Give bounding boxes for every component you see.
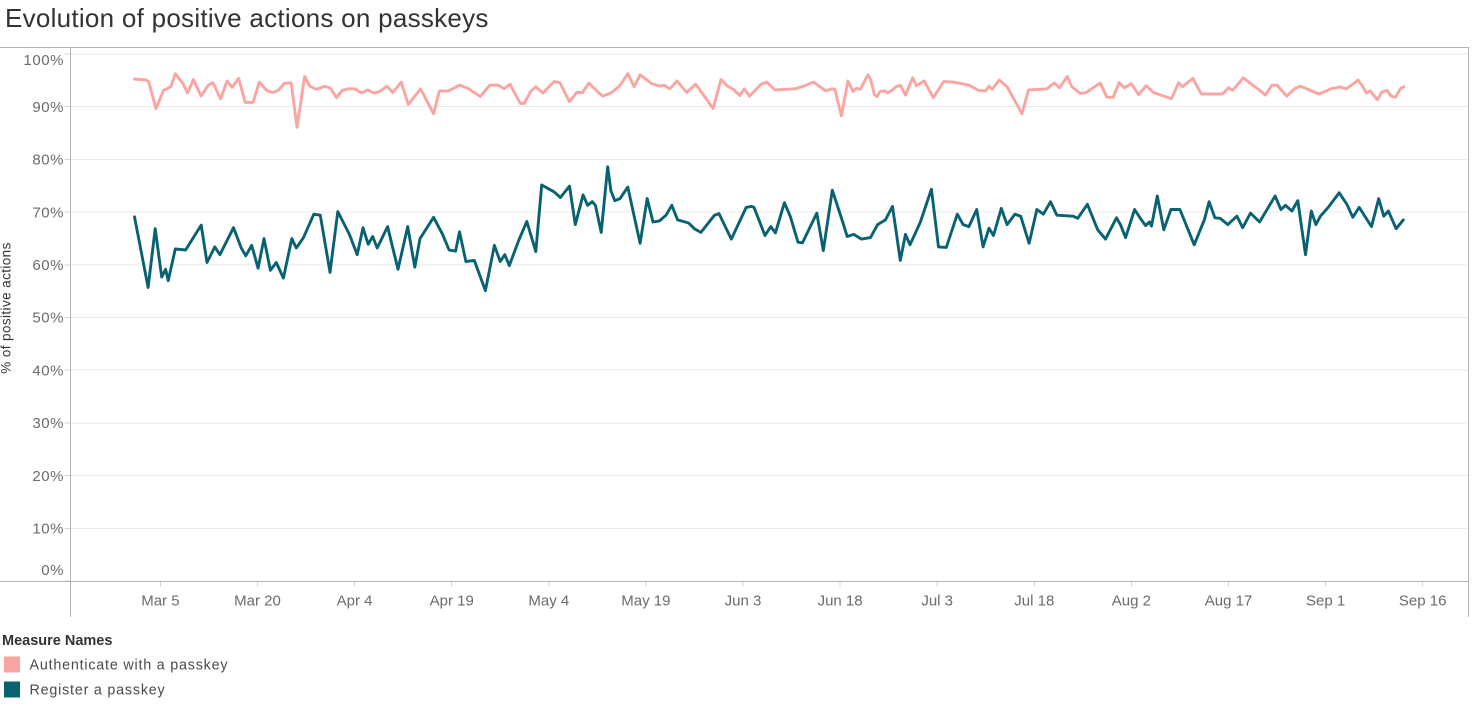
svg-text:Sep 16: Sep 16 — [1399, 592, 1447, 609]
svg-text:20%: 20% — [32, 468, 64, 485]
svg-text:Authenticate with a passkey: Authenticate with a passkey — [30, 658, 229, 674]
svg-text:Measure Names: Measure Names — [2, 633, 112, 649]
svg-text:80%: 80% — [32, 152, 64, 169]
svg-text:0%: 0% — [41, 562, 64, 579]
svg-text:10%: 10% — [32, 521, 64, 538]
svg-text:30%: 30% — [32, 415, 64, 432]
svg-text:May 4: May 4 — [528, 592, 569, 609]
svg-text:Mar 5: Mar 5 — [141, 592, 179, 609]
svg-text:40%: 40% — [32, 362, 64, 379]
svg-text:Jul 18: Jul 18 — [1014, 592, 1054, 609]
svg-text:60%: 60% — [32, 257, 64, 274]
svg-text:Register a passkey: Register a passkey — [30, 683, 166, 699]
svg-text:Jun 3: Jun 3 — [725, 592, 762, 609]
svg-text:Apr 19: Apr 19 — [430, 592, 474, 609]
svg-text:Mar 20: Mar 20 — [234, 592, 281, 609]
svg-text:Aug 17: Aug 17 — [1205, 592, 1253, 609]
svg-text:90%: 90% — [32, 99, 64, 116]
svg-text:May 19: May 19 — [621, 592, 670, 609]
svg-text:100%: 100% — [23, 52, 64, 69]
svg-text:Aug 2: Aug 2 — [1112, 592, 1151, 609]
svg-text:70%: 70% — [32, 204, 64, 221]
svg-text:Jun 18: Jun 18 — [818, 592, 863, 609]
svg-text:Sep 1: Sep 1 — [1306, 592, 1345, 609]
svg-text:% of positive actions: % of positive actions — [0, 242, 14, 373]
svg-text:50%: 50% — [32, 310, 64, 327]
svg-text:Apr 4: Apr 4 — [337, 592, 373, 609]
svg-text:Jul 3: Jul 3 — [921, 592, 953, 609]
